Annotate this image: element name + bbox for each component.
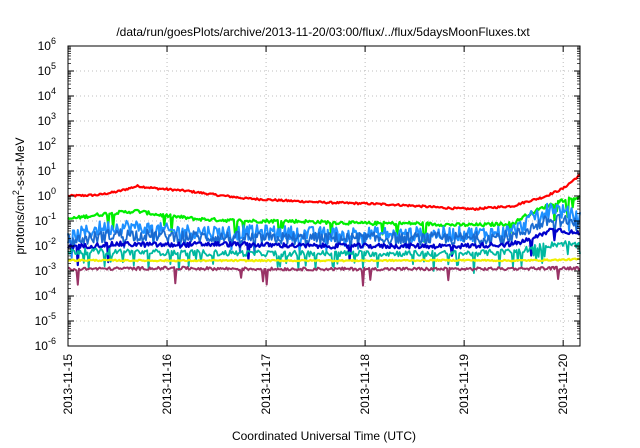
x-tick-label: 2013-11-18 bbox=[358, 354, 372, 415]
y-tick-label: 105 bbox=[38, 61, 56, 78]
grid-lines bbox=[68, 46, 580, 346]
y-axis-label: protons/cm2-s-sr-MeV bbox=[11, 137, 27, 254]
y-tick-label: 103 bbox=[38, 111, 56, 128]
y-tick-label: 100 bbox=[38, 186, 56, 203]
x-tick-label: 2013-11-20 bbox=[556, 354, 570, 415]
x-tick-label: 2013-11-16 bbox=[160, 354, 174, 415]
y-tick-label: 10-3 bbox=[35, 261, 56, 278]
y-tick-label: 10-6 bbox=[35, 336, 56, 353]
x-tick-label: 2013-11-15 bbox=[61, 354, 75, 415]
chart-title: /data/run/goesPlots/archive/2013-11-20/0… bbox=[116, 25, 530, 39]
series-line-4 bbox=[67, 213, 581, 256]
series-line-5 bbox=[67, 227, 581, 267]
x-tick-label: 2013-11-17 bbox=[259, 354, 273, 415]
y-tick-label: 101 bbox=[38, 161, 56, 178]
x-axis-label: Coordinated Universal Time (UTC) bbox=[232, 429, 416, 443]
x-tick-label: 2013-11-19 bbox=[457, 354, 471, 415]
series-line-1 bbox=[67, 173, 581, 211]
y-tick-label: 104 bbox=[38, 86, 56, 103]
series-line-6 bbox=[67, 240, 581, 275]
series-group bbox=[67, 173, 581, 287]
y-tick-label: 10-2 bbox=[35, 236, 56, 253]
y-tick-label: 10-4 bbox=[35, 286, 56, 303]
y-tick-label: 102 bbox=[38, 136, 56, 153]
axis-ticks: 10-6 10-5 10-4 10-3 10-2 10-1 100 101 102 103 104 1… bbox=[35, 36, 580, 415]
y-tick-label: 10-1 bbox=[35, 211, 56, 228]
y-tick-label: 10-5 bbox=[35, 311, 56, 328]
series-line-2 bbox=[67, 195, 581, 243]
series-line-7 bbox=[67, 257, 581, 263]
y-tick-label: 106 bbox=[38, 36, 56, 53]
series-line-8 bbox=[67, 265, 581, 287]
